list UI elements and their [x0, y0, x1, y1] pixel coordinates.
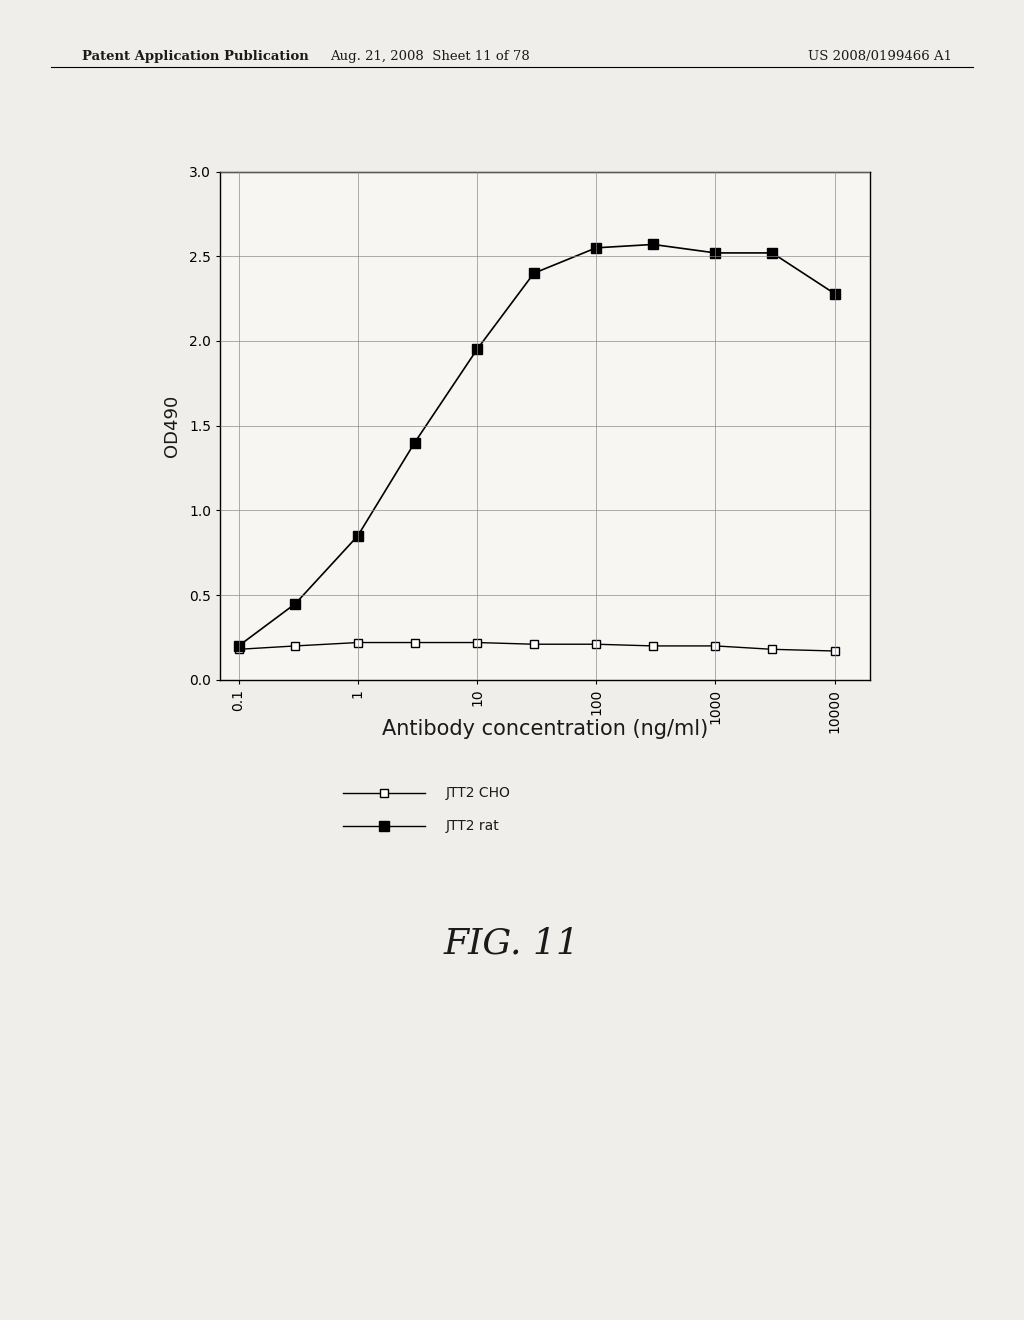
JTT2 rat — [647, 236, 659, 252]
JTT2 CHO — [471, 635, 483, 651]
JTT2 CHO — [409, 635, 421, 651]
Line: JTT2 CHO: JTT2 CHO — [234, 639, 839, 655]
Text: Antibody concentration (ng/ml): Antibody concentration (ng/ml) — [382, 719, 708, 739]
JTT2 rat — [527, 265, 540, 281]
JTT2 CHO — [647, 638, 659, 653]
JTT2 CHO — [710, 638, 722, 653]
JTT2 CHO — [290, 638, 302, 653]
JTT2 CHO — [766, 642, 778, 657]
JTT2 CHO — [527, 636, 540, 652]
JTT2 CHO — [232, 642, 245, 657]
JTT2 CHO — [590, 636, 602, 652]
JTT2 CHO — [351, 635, 364, 651]
JTT2 rat — [710, 246, 722, 261]
JTT2 rat — [351, 528, 364, 544]
JTT2 rat — [232, 638, 245, 653]
JTT2 rat — [409, 434, 421, 450]
Text: US 2008/0199466 A1: US 2008/0199466 A1 — [808, 50, 952, 63]
JTT2 rat — [590, 240, 602, 256]
JTT2 CHO — [828, 643, 841, 659]
Text: JTT2 CHO: JTT2 CHO — [445, 787, 510, 800]
JTT2 rat — [471, 342, 483, 358]
Text: Patent Application Publication: Patent Application Publication — [82, 50, 308, 63]
Text: Aug. 21, 2008  Sheet 11 of 78: Aug. 21, 2008 Sheet 11 of 78 — [330, 50, 530, 63]
Text: JTT2 rat: JTT2 rat — [445, 820, 499, 833]
Y-axis label: OD490: OD490 — [163, 395, 181, 457]
JTT2 rat — [828, 285, 841, 301]
Text: FIG. 11: FIG. 11 — [444, 927, 580, 961]
JTT2 rat — [290, 595, 302, 611]
Line: JTT2 rat: JTT2 rat — [233, 240, 840, 651]
JTT2 rat — [766, 246, 778, 261]
